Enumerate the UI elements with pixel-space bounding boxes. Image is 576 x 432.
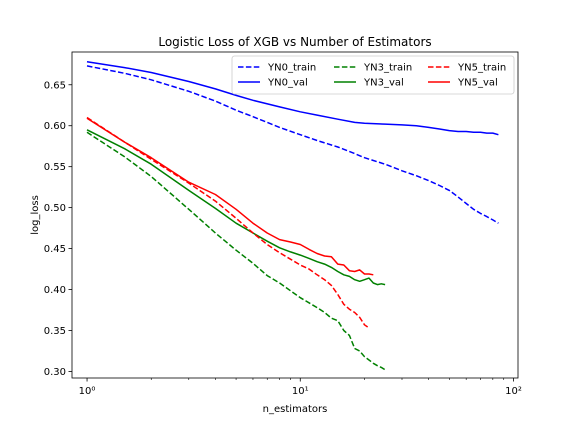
legend-label: YN0_train (267, 63, 316, 74)
axis-ticks: 0.30 0.35 0.40 0.45 0.50 0.55 0.60 0.65 10⁰ 10¹ 10… (44, 80, 522, 397)
y-tick-label: 0.50 (44, 203, 66, 214)
legend-label: YN5_val (457, 78, 498, 89)
legend-label: YN3_val (363, 78, 404, 89)
data-series (86, 61, 499, 371)
y-axis-label: log_loss (30, 195, 41, 235)
legend-label: YN5_train (457, 63, 506, 74)
y-tick-label: 0.35 (44, 326, 66, 337)
legend: YN0_train YN0_val YN3_train YN3_val YN5_trai… (231, 55, 515, 95)
series-line-yn0-train (86, 65, 499, 224)
y-tick-label: 0.30 (44, 367, 66, 378)
series-line-yn3-train (86, 131, 386, 371)
series-line-yn3-val (86, 129, 386, 286)
y-tick-label: 0.45 (44, 244, 66, 255)
x-axis-label: n_estimators (263, 404, 328, 415)
y-tick-label: 0.60 (44, 121, 66, 132)
series-line-yn5-train (86, 116, 370, 329)
y-tick-label: 0.40 (44, 285, 66, 296)
legend-label: YN3_train (363, 63, 412, 74)
x-tick-label: 10⁰ (79, 386, 96, 397)
series-line-yn0-val (86, 61, 499, 136)
chart-title: Logistic Loss of XGB vs Number of Estima… (158, 35, 431, 49)
legend-box (231, 55, 515, 95)
legend-label: YN0_val (267, 78, 308, 89)
x-tick-label: 10¹ (292, 386, 309, 397)
y-tick-label: 0.65 (44, 80, 66, 91)
y-tick-label: 0.55 (44, 162, 66, 173)
plot-border (71, 51, 519, 379)
plot-area (71, 51, 519, 379)
x-tick-label: 10² (505, 386, 522, 397)
series-line-yn5-val (86, 117, 374, 276)
